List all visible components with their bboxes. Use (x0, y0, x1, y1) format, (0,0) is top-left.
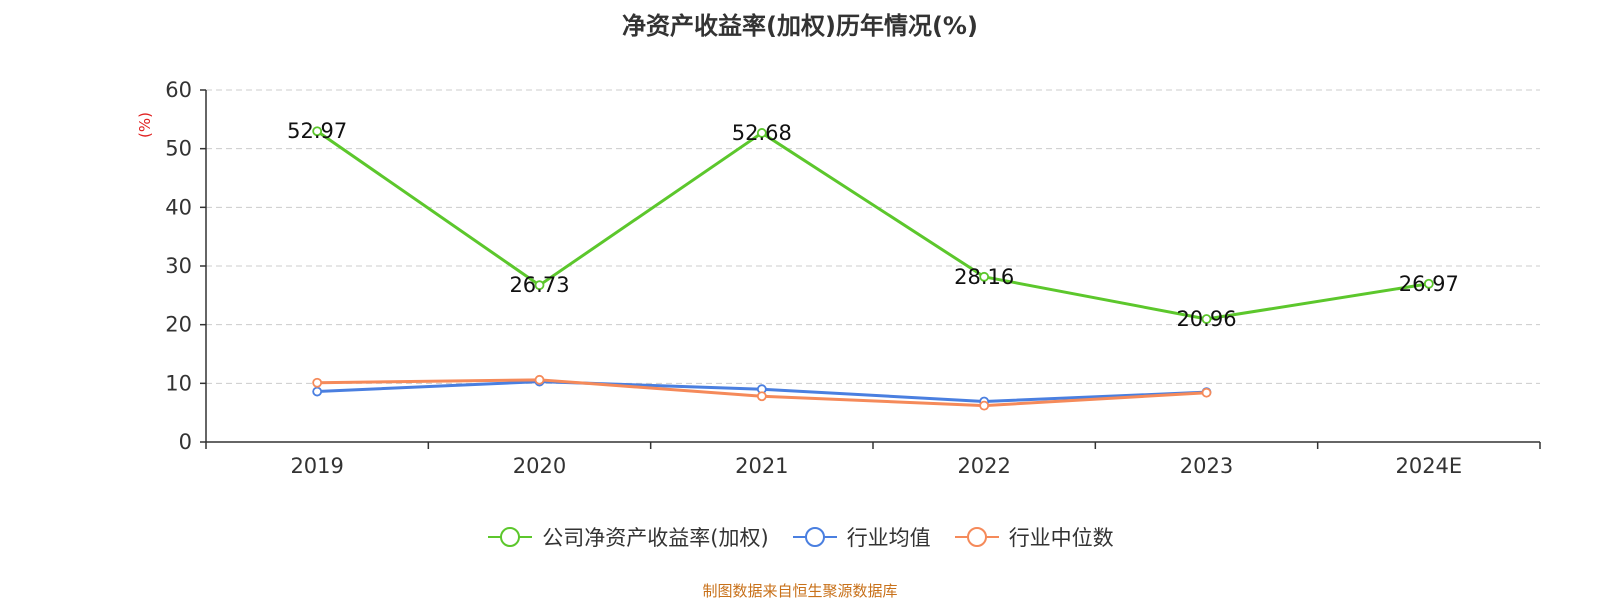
y-tick-label: 10 (165, 371, 192, 395)
data-point (1201, 387, 1212, 398)
data-label: 52.68 (732, 121, 792, 145)
data-point (1201, 314, 1212, 324)
x-tick-label: 2024E (1395, 454, 1462, 478)
y-tick-label: 20 (165, 313, 192, 337)
data-point (312, 126, 323, 137)
y-tick-label: 50 (165, 137, 192, 161)
grid-lines (206, 89, 1540, 384)
data-label: 26.97 (1399, 272, 1459, 296)
x-tick-label: 2019 (290, 454, 343, 478)
y-tick-label: 0 (179, 430, 192, 454)
data-point (979, 271, 990, 282)
data-point (756, 128, 767, 138)
legend: 公司净资产收益率(加权) 行业均值 行业中位数 (0, 522, 1600, 552)
x-tick-label: 2020 (513, 454, 566, 478)
data-point (979, 400, 990, 411)
data-point (312, 377, 323, 388)
data-label: 26.73 (509, 273, 569, 297)
data-point (756, 391, 767, 402)
data-labels: 52.97 26.73 52.68 28.16 20.96 26.97 (287, 119, 1459, 331)
legend-item[interactable]: 行业均值 (791, 522, 931, 552)
legend-item[interactable]: 行业中位数 (953, 522, 1114, 552)
series-line (316, 130, 1430, 321)
y-axis-label: (%) (136, 112, 154, 138)
data-label: 52.97 (287, 119, 347, 143)
y-tick-label: 30 (165, 254, 192, 278)
source-note: 制图数据来自恒生聚源数据库 (702, 582, 898, 600)
legend-swatch-icon (792, 527, 837, 547)
data-point (1423, 278, 1434, 289)
data-point (534, 280, 545, 291)
legend-swatch-icon (954, 527, 999, 547)
x-tick-label: 2022 (957, 454, 1010, 478)
series-lines (312, 126, 1434, 411)
data-label: 20.96 (1176, 307, 1236, 331)
chart-title: 净资产收益率(加权)历年情况(%) (622, 12, 978, 40)
x-tick-label: 2021 (735, 454, 788, 478)
data-point (312, 386, 323, 397)
legend-label: 行业中位数 (1008, 526, 1114, 550)
x-tick-label: 2023 (1180, 454, 1233, 478)
y-tick-label: 40 (165, 195, 192, 219)
data-label: 28.16 (954, 265, 1014, 289)
legend-label: 行业均值 (846, 526, 931, 550)
axes: 0 10 20 30 40 50 60 2019 2020 2021 2022 2023 2024E (%… (136, 78, 1541, 478)
legend-swatch-icon (488, 527, 533, 547)
legend-label: 公司净资产收益率(加权) (542, 526, 769, 550)
y-tick-label: 60 (165, 78, 192, 102)
data-point (534, 374, 545, 385)
legend-item[interactable]: 公司净资产收益率(加权) (486, 522, 769, 552)
